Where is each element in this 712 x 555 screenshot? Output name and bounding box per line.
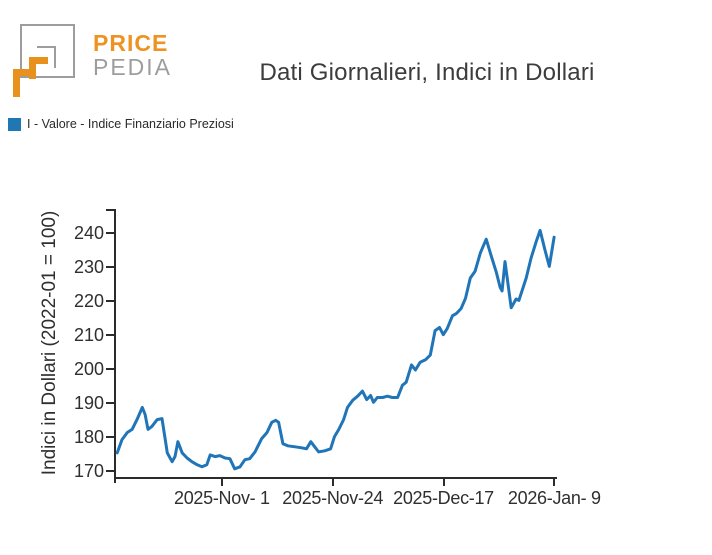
- y-tick-label: 240: [73, 223, 104, 244]
- x-tick-label: 2025-Dec-17: [393, 488, 494, 508]
- logo-orange-corner-2: [13, 69, 35, 97]
- y-tick-mark: [106, 402, 114, 404]
- x-tick-label: 2025-Nov- 1: [174, 488, 270, 508]
- y-tick-mark: [106, 469, 114, 472]
- y-tick-label: 170: [73, 460, 104, 481]
- x-tick-label: 2026-Jan- 9: [507, 488, 601, 508]
- y-tick-mark: [106, 334, 114, 336]
- legend-swatch-icon: [8, 117, 21, 131]
- y-tick-label: 180: [73, 426, 104, 447]
- logo-square-outline: [20, 24, 75, 78]
- plot-area: 170 180 190 200 210 220 230 240 2025-Nov- 1 2025-…: [74, 209, 601, 508]
- y-tick-mark: [106, 232, 114, 235]
- x-tick-mark: [442, 479, 445, 486]
- x-tick-mark: [220, 479, 223, 486]
- series-line: [115, 228, 556, 471]
- x-tick-mark: [331, 479, 334, 486]
- y-tick-mark: [106, 300, 114, 303]
- y-tick-label: 230: [73, 257, 104, 278]
- logo-gray-corner: [37, 46, 56, 68]
- x-axis-line: [114, 477, 557, 479]
- logo-word-price: PRICE: [93, 30, 169, 56]
- logo-word-pedia: PEDIA: [93, 54, 173, 80]
- y-axis-top-cap: [106, 209, 114, 211]
- x-tick-label: 2025-Nov-24: [282, 488, 384, 508]
- series-svg: [115, 228, 556, 471]
- page-title: Dati Giornalieri, Indici in Dollari: [259, 59, 595, 87]
- y-tick-label: 190: [73, 393, 104, 413]
- y-tick-label: 200: [73, 359, 104, 379]
- legend-label: I - Valore - Indice Finanziario Preziosi: [27, 117, 234, 131]
- y-tick-mark: [106, 368, 114, 370]
- y-tick-mark: [106, 266, 114, 269]
- y-axis-line: [114, 209, 116, 483]
- pricepedia-logo: PRICE PEDIA: [13, 24, 243, 104]
- y-tick-mark: [106, 435, 114, 438]
- pricepedia-logo-icon: [13, 24, 93, 104]
- y-tick-label: 210: [73, 325, 104, 345]
- logo-wordmark: PRICE PEDIA: [93, 31, 172, 79]
- logo-orange-corner-1: [29, 57, 48, 79]
- x-tick-mark: [553, 479, 556, 486]
- y-tick-label: 220: [73, 291, 104, 312]
- legend: I - Valore - Indice Finanziario Preziosi: [8, 117, 234, 131]
